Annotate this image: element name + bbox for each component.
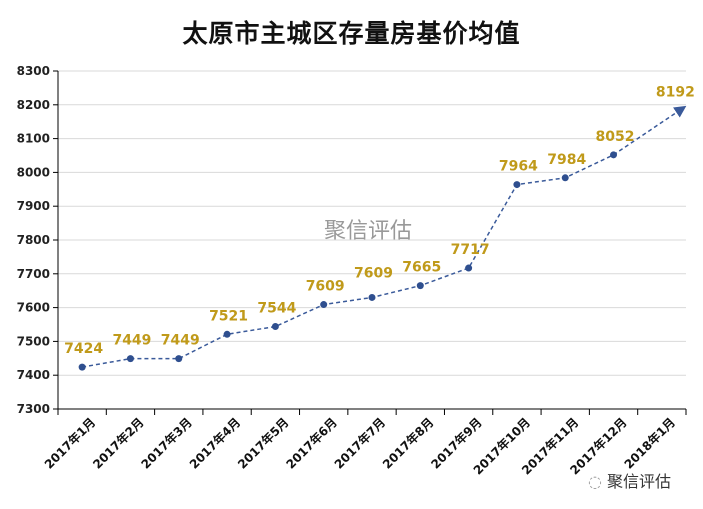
data-point [320,301,328,309]
data-point [561,174,569,182]
corner-watermark: ◌ 聚信评估 [588,468,671,492]
y-tick-label: 7300 [17,402,50,416]
x-tick-label: 2017年6月 [283,415,340,472]
y-tick-label: 7500 [17,334,50,348]
x-tick-label: 2017年5月 [234,415,291,472]
data-point [610,151,618,159]
x-tick-label: 2017年1月 [41,415,98,472]
data-label: 8192 [656,85,695,101]
y-tick-label: 7600 [17,301,50,315]
wechat-icon: ◌ [588,472,608,491]
data-point [126,355,134,363]
y-tick-label: 8300 [17,64,50,78]
x-tick-label: 2017年8月 [379,415,436,472]
data-label: 7984 [547,152,586,168]
chart-title: 太原市主城区存量房基价均值 [182,19,521,48]
x-tick-label: 2018年1月 [621,415,678,472]
y-tick-label: 7400 [17,368,50,382]
data-point [175,355,183,363]
y-tick-label: 8200 [17,98,50,112]
y-tick-label: 8000 [17,165,50,179]
data-label: 7964 [499,159,538,175]
watermark-text: 聚信评估 [607,472,672,491]
data-point [78,363,86,371]
data-label: 7717 [451,242,490,258]
data-label: 7521 [209,308,248,324]
data-point [416,282,424,290]
data-label: 7665 [402,260,441,276]
data-point [223,330,231,338]
data-label: 7609 [354,265,393,281]
data-point [513,181,521,189]
data-point [271,323,279,331]
data-label: 7544 [257,301,296,317]
y-tick-label: 7800 [17,233,50,247]
data-label: 7424 [64,341,103,357]
x-tick-label: 2017年4月 [186,415,243,472]
x-tick-label: 2017年3月 [138,415,195,472]
x-tick-label: 2017年7月 [331,415,388,472]
x-tick-label: 2017年2月 [89,415,146,472]
data-label: 7449 [112,333,151,349]
data-point [368,293,376,301]
data-label: 7609 [306,279,345,295]
data-point [465,264,473,272]
data-label: 8052 [596,129,635,145]
y-tick-label: 7900 [17,199,50,213]
y-tick-label: 7700 [17,267,50,281]
data-label: 7449 [161,333,200,349]
y-tick-label: 8100 [17,132,50,146]
